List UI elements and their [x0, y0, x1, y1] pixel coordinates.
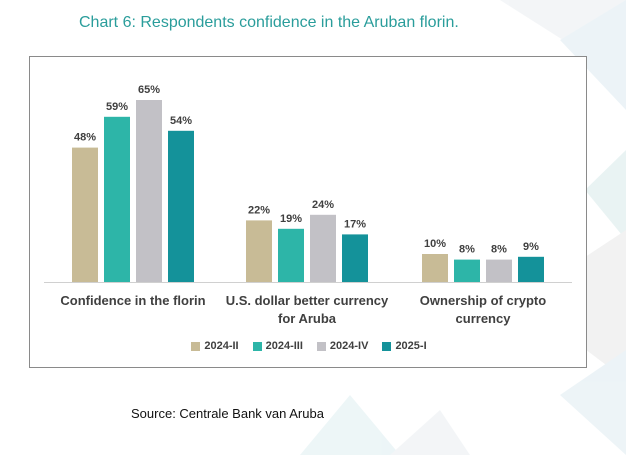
- data-label: 17%: [344, 218, 366, 230]
- legend-item: 2024-II: [191, 340, 239, 352]
- data-label: 8%: [491, 244, 507, 256]
- bar-2025-I-2: [342, 234, 368, 282]
- data-label: 8%: [459, 244, 475, 256]
- data-label: 9%: [523, 241, 539, 253]
- bar-2025-I-3: [518, 256, 544, 282]
- data-label: 48%: [74, 132, 96, 144]
- legend-swatch: [382, 341, 392, 351]
- bar-2024-III-3: [454, 259, 480, 282]
- legend-swatch: [252, 341, 262, 351]
- legend-label: 2024-II: [204, 340, 239, 352]
- data-label: 65%: [138, 84, 160, 96]
- legend-label: 2024-IV: [329, 340, 369, 352]
- legend-item: 2024-III: [252, 340, 303, 352]
- data-label: 59%: [106, 101, 128, 113]
- bar-chart-plot: 48% 59% 65% 54% 22% 19% 24% 17% 10% 8% 8% 9%: [44, 84, 572, 283]
- category-label: Ownership of crypto currency: [419, 293, 547, 326]
- bar-2024-II-1: [72, 147, 98, 282]
- data-label: 24%: [312, 199, 334, 211]
- source-note: Source: Centrale Bank van Aruba: [131, 406, 324, 421]
- bar-2024-IV-2: [310, 214, 336, 282]
- category-label: U.S. dollar better currency for Aruba: [225, 293, 389, 326]
- bar-2024-III-1: [104, 116, 130, 282]
- chart-title: Chart 6: Respondents confidence in the A…: [79, 14, 459, 31]
- bar-2024-IV-1: [136, 100, 162, 282]
- legend-label: 2025-I: [395, 340, 427, 352]
- chart-frame: 48% 59% 65% 54% 22% 19% 24% 17% 10% 8% 8% 9% Confid…: [29, 56, 587, 368]
- bar-2024-III-2: [278, 228, 304, 282]
- bar-2024-II-3: [422, 254, 448, 282]
- bar-2024-IV-3: [486, 259, 512, 282]
- chart-legend: 2024-II 2024-III 2024-IV 2025-I: [30, 340, 588, 352]
- bar-2025-I-1: [168, 130, 194, 282]
- data-label: 54%: [170, 115, 192, 127]
- legend-item: 2024-IV: [316, 340, 369, 352]
- category-label: Confidence in the florin: [60, 293, 206, 308]
- legend-swatch: [316, 341, 326, 351]
- legend-label: 2024-III: [265, 340, 303, 352]
- bar-2024-II-2: [246, 220, 272, 282]
- legend-item: 2025-I: [382, 340, 427, 352]
- legend-swatch: [191, 341, 201, 351]
- data-label: 22%: [248, 204, 270, 216]
- data-label: 10%: [424, 238, 446, 250]
- data-label: 19%: [280, 213, 302, 225]
